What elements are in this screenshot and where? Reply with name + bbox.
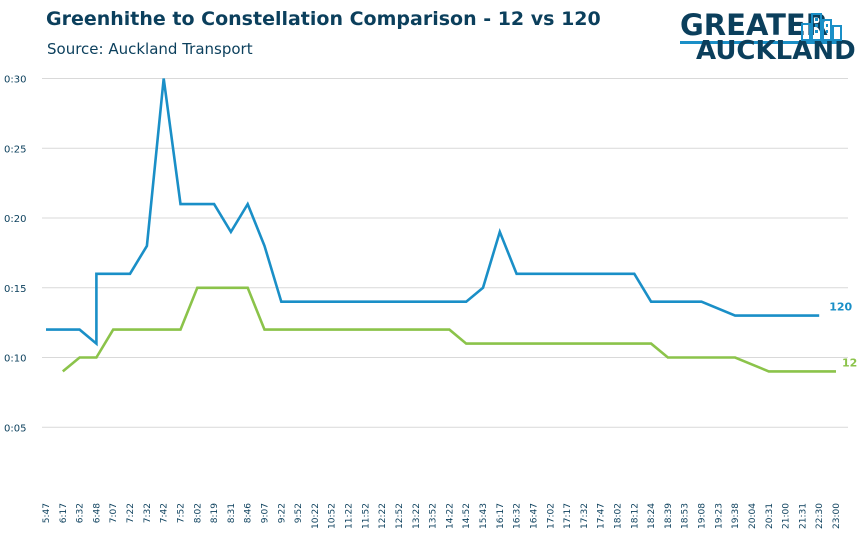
chart-subtitle: Source: Auckland Transport bbox=[47, 40, 253, 58]
series-line-120 bbox=[46, 78, 820, 347]
x-tick-label: 20:31 bbox=[765, 503, 775, 529]
x-tick-label: 18:12 bbox=[630, 503, 640, 529]
x-tick-label: 17:47 bbox=[597, 503, 607, 529]
x-tick-label: 11:22 bbox=[345, 503, 355, 529]
x-tick-label: 7:32 bbox=[143, 503, 153, 523]
x-tick-label: 7:22 bbox=[126, 503, 136, 523]
x-tick-label: 5:47 bbox=[42, 503, 52, 523]
logo-divider bbox=[680, 41, 842, 44]
x-tick-label: 12:52 bbox=[395, 503, 405, 529]
series-label-12: 12 bbox=[842, 356, 857, 369]
x-tick-label: 19:23 bbox=[714, 503, 724, 529]
x-tick-label: 7:42 bbox=[160, 503, 170, 523]
x-tick-label: 23:00 bbox=[832, 503, 842, 529]
x-tick-label: 6:32 bbox=[76, 503, 86, 523]
y-tick-label: 0:20 bbox=[4, 214, 26, 225]
x-tick-label: 8:19 bbox=[210, 503, 220, 523]
x-tick-label: 17:32 bbox=[580, 503, 590, 529]
x-tick-label: 19:08 bbox=[698, 503, 708, 529]
x-tick-label: 7:07 bbox=[109, 503, 119, 523]
x-tick-label: 7:52 bbox=[176, 503, 186, 523]
x-tick-label: 16:32 bbox=[513, 503, 523, 529]
x-tick-label: 8:46 bbox=[244, 503, 254, 523]
x-tick-label: 22:30 bbox=[815, 503, 825, 529]
x-tick-label: 9:52 bbox=[294, 503, 304, 523]
chart-title: Greenhithe to Constellation Comparison -… bbox=[46, 8, 601, 30]
x-tick-label: 8:02 bbox=[193, 503, 203, 523]
x-tick-label: 9:07 bbox=[261, 503, 271, 523]
x-tick-label: 11:52 bbox=[361, 503, 371, 529]
x-tick-label: 8:31 bbox=[227, 503, 237, 523]
x-tick-label: 6:48 bbox=[92, 503, 102, 523]
y-tick-label: 0:05 bbox=[4, 423, 26, 434]
x-tick-label: 16:17 bbox=[496, 503, 506, 529]
x-tick-label: 21:31 bbox=[798, 503, 808, 529]
city-skyline-icon bbox=[801, 13, 842, 41]
y-tick-label: 0:30 bbox=[4, 75, 26, 86]
greater-auckland-logo: GREATER AUCKLAND bbox=[676, 8, 856, 66]
series-labels: 120 12 bbox=[829, 301, 857, 370]
x-axis-tick-labels: 5:47 6:17 6:32 6:48 7:07 7:22 7:32 7:42 7:52 8:02… bbox=[42, 503, 842, 529]
x-tick-label: 18:39 bbox=[664, 503, 674, 529]
x-tick-label: 19:38 bbox=[731, 503, 741, 529]
x-tick-label: 10:52 bbox=[328, 503, 338, 529]
x-tick-label: 15:43 bbox=[479, 503, 489, 529]
x-tick-label: 18:02 bbox=[613, 503, 623, 529]
series-lines bbox=[46, 78, 836, 373]
x-tick-label: 21:00 bbox=[782, 503, 792, 529]
x-tick-label: 20:04 bbox=[748, 503, 758, 529]
y-tick-label: 0:10 bbox=[4, 354, 26, 365]
y-tick-label: 0:25 bbox=[4, 144, 26, 155]
x-tick-label: 10:22 bbox=[311, 503, 321, 529]
series-line-12 bbox=[61, 286, 836, 373]
x-tick-label: 16:47 bbox=[529, 503, 539, 529]
x-tick-label: 9:22 bbox=[277, 503, 287, 523]
x-tick-label: 14:22 bbox=[445, 503, 455, 529]
x-tick-label: 17:02 bbox=[546, 503, 556, 529]
x-tick-label: 18:24 bbox=[647, 503, 657, 529]
grid-lines bbox=[42, 78, 848, 428]
x-tick-label: 14:52 bbox=[462, 503, 472, 529]
y-axis-tick-labels: 0:05 0:10 0:15 0:20 0:25 0:30 bbox=[4, 75, 26, 435]
x-tick-label: 13:22 bbox=[412, 503, 422, 529]
x-tick-label: 6:17 bbox=[59, 503, 69, 523]
x-tick-label: 17:17 bbox=[563, 503, 573, 529]
x-tick-label: 12:22 bbox=[378, 503, 388, 529]
y-tick-label: 0:15 bbox=[4, 284, 26, 295]
x-tick-label: 13:52 bbox=[429, 503, 439, 529]
x-tick-label: 18:53 bbox=[681, 503, 691, 529]
series-label-120: 120 bbox=[829, 301, 852, 314]
